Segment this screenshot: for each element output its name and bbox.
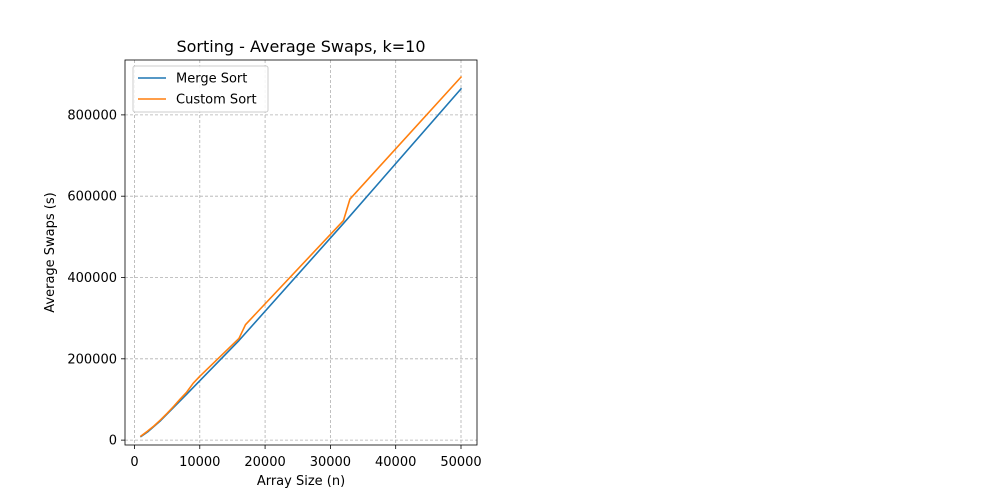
legend-box (132, 65, 269, 113)
y-tick-label: 400000 (67, 271, 117, 286)
legend-label: Merge Sort (176, 72, 247, 87)
legend: Merge Sort Custom Sort (132, 65, 269, 113)
y-tick-label: 0 (109, 434, 117, 449)
y-tick-label: 200000 (67, 352, 117, 367)
x-tick-label: 10000 (179, 455, 220, 470)
y-axis-ticks: 0 200000 400000 600000 800000 (67, 108, 125, 449)
y-axis-title: Average Swaps (s) (43, 192, 58, 312)
y-tick-label: 600000 (67, 190, 117, 205)
chart-title: Sorting - Average Swaps, k=10 (176, 37, 425, 56)
series-line-custom-sort (139, 75, 463, 438)
series-layer (139, 75, 463, 438)
x-tick-label: 30000 (310, 455, 351, 470)
legend-label: Custom Sort (176, 93, 257, 108)
series-line-merge-sort (139, 87, 463, 438)
x-axis-ticks: 0 10000 20000 30000 40000 50000 (130, 445, 482, 470)
y-tick-label: 800000 (67, 108, 117, 123)
x-tick-label: 40000 (375, 455, 416, 470)
x-axis-title: Array Size (n) (257, 474, 345, 489)
x-tick-label: 0 (130, 455, 138, 470)
x-tick-label: 50000 (440, 455, 481, 470)
plot-frame (124, 59, 478, 446)
x-tick-label: 20000 (244, 455, 285, 470)
